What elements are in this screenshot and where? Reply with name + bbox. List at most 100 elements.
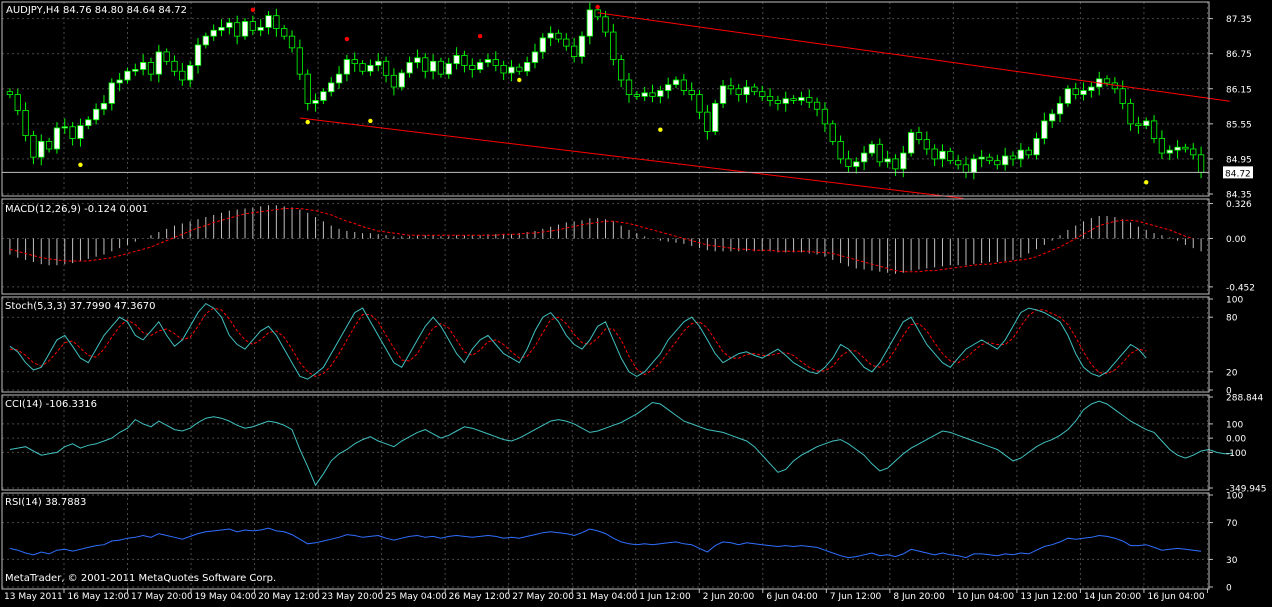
candle (139, 54, 147, 76)
candle (625, 72, 633, 103)
fractal-down-marker (517, 77, 522, 83)
candle-body (1174, 146, 1181, 151)
rsi-y-tick-label: 0 (1226, 584, 1232, 594)
candle (437, 57, 445, 78)
candle (171, 55, 178, 76)
candle (116, 72, 123, 92)
candle-body (312, 100, 319, 104)
candle (1190, 143, 1197, 160)
candle-body (625, 79, 633, 96)
candle (484, 53, 492, 68)
candle (876, 138, 883, 167)
candle (312, 93, 319, 112)
candle (422, 53, 429, 79)
candle-body (955, 160, 962, 166)
candle-body (476, 62, 484, 70)
candle-body (923, 139, 930, 150)
candle-body (210, 29, 217, 37)
candle-body (657, 90, 664, 97)
candle (1072, 82, 1079, 100)
candle (704, 105, 711, 140)
candle-body (806, 97, 813, 103)
cci-y-tick-label: -349.945 (1226, 485, 1266, 495)
candle (578, 31, 586, 64)
candle (108, 78, 115, 111)
candle (6, 88, 14, 99)
rsi-title: RSI(14) 38.7883 (5, 497, 86, 508)
candle-body (947, 150, 954, 162)
x-axis-label: 20 May 12:00 (258, 592, 320, 602)
candle (226, 18, 233, 35)
candle (516, 63, 523, 75)
candle (163, 48, 170, 65)
x-axis-label: 27 May 20:00 (512, 592, 574, 602)
candle (390, 68, 398, 96)
fractal-down-marker (658, 127, 663, 132)
fractal-down-marker (368, 118, 373, 124)
candle-body (845, 158, 852, 167)
candle-body (1080, 90, 1087, 96)
candle (476, 58, 484, 73)
candle (649, 84, 656, 103)
x-axis-label: 13 Jun 12:00 (1020, 592, 1077, 602)
price-y-tick-label: 85.55 (1226, 120, 1252, 130)
candle-body (578, 35, 586, 58)
candle (335, 65, 343, 89)
current-price-marker (1223, 166, 1253, 179)
candle (1041, 112, 1048, 145)
candle-body (1049, 113, 1056, 122)
candle (735, 84, 742, 102)
candle (782, 91, 789, 112)
candle (986, 153, 993, 165)
candle (813, 97, 821, 117)
candle (837, 135, 844, 164)
candle-body (1158, 138, 1166, 154)
candle-body (335, 73, 343, 84)
candle-body (719, 85, 727, 104)
candle-body (633, 94, 640, 97)
x-axis-label: 2 Jun 20:00 (703, 592, 755, 602)
candle (555, 29, 562, 43)
candle (1064, 85, 1072, 107)
symbol-header: AUDJPY,H4 84.76 84.80 84.64 84.72 (6, 5, 187, 16)
candle-body (939, 150, 946, 160)
candle-body (45, 140, 53, 150)
candle (53, 122, 61, 154)
candle-body (139, 62, 147, 70)
candle-body (931, 148, 938, 160)
candle-body (132, 69, 139, 72)
candle-body (390, 74, 398, 88)
x-axis-label: 25 May 04:00 (385, 592, 447, 602)
candle-body (265, 15, 272, 28)
candle-body (500, 64, 507, 74)
price-y-tick-label: 84.95 (1226, 155, 1252, 165)
macd-y-tick-label: -0.452 (1226, 283, 1255, 293)
candle-body (163, 51, 170, 62)
cci-y-tick-label: 288.844 (1226, 394, 1263, 404)
candle-body (798, 97, 805, 101)
candle (273, 8, 280, 37)
candle-body (320, 91, 327, 101)
candle-body (727, 85, 735, 90)
candle-body (539, 37, 546, 53)
candle-body (547, 32, 554, 39)
candle-body (618, 59, 625, 81)
candle (743, 80, 750, 103)
candle (398, 69, 405, 91)
trendline (299, 117, 964, 199)
candle-body (837, 140, 844, 160)
candle-body (688, 90, 695, 96)
candle (22, 102, 29, 142)
candle-body (1033, 138, 1040, 156)
candle-body (986, 156, 993, 162)
candle (1017, 143, 1024, 168)
candle-body (273, 15, 280, 29)
trendline (597, 12, 1230, 102)
candle-body (429, 60, 437, 72)
candle (868, 140, 876, 157)
candle-body (343, 59, 351, 75)
candle (1150, 115, 1158, 144)
x-axis-label: 16 May 12:00 (68, 592, 130, 602)
candle-body (304, 73, 311, 104)
